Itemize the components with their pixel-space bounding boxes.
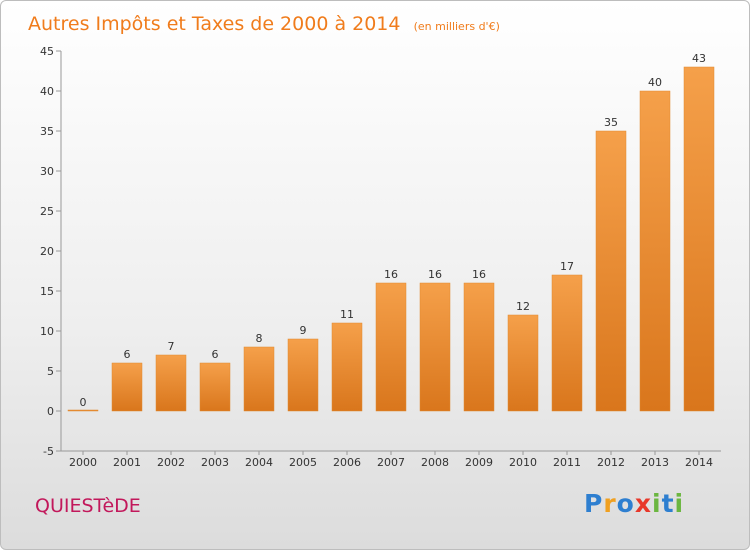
bars bbox=[67, 66, 715, 412]
data-label: 16 bbox=[384, 268, 398, 281]
bar bbox=[331, 322, 363, 412]
data-label: 8 bbox=[256, 332, 263, 345]
bar bbox=[683, 66, 715, 412]
x-tick-label: 2004 bbox=[245, 456, 273, 469]
x-tick-label: 2010 bbox=[509, 456, 537, 469]
y-tick-label: 20 bbox=[40, 245, 54, 258]
data-label: 0 bbox=[80, 396, 87, 409]
x-tick-label: 2006 bbox=[333, 456, 361, 469]
y-tick-label: 40 bbox=[40, 85, 54, 98]
bar bbox=[419, 282, 451, 412]
chart-subtitle: (en milliers d'€) bbox=[414, 20, 500, 33]
chart-title: Autres Impôts et Taxes de 2000 à 2014 bbox=[28, 13, 401, 35]
logo-letter: x bbox=[634, 489, 652, 518]
data-label: 11 bbox=[340, 308, 354, 321]
chart-title-main: Autres Impôts et Taxes de 2000 à 2014 (e… bbox=[28, 13, 500, 35]
data-label: 43 bbox=[692, 52, 706, 65]
x-tick-label: 2011 bbox=[553, 456, 581, 469]
x-tick-label: 2000 bbox=[69, 456, 97, 469]
bar bbox=[243, 346, 275, 412]
bar bbox=[507, 314, 539, 412]
data-label: 40 bbox=[648, 76, 662, 89]
y-tick-label: 15 bbox=[40, 285, 54, 298]
data-label: 6 bbox=[212, 348, 219, 361]
data-label: 17 bbox=[560, 260, 574, 273]
bar bbox=[199, 362, 231, 412]
commune-name: QUIESTèDE bbox=[35, 495, 141, 517]
data-label: 7 bbox=[168, 340, 175, 353]
y-tick-label: 35 bbox=[40, 125, 54, 138]
x-tick-label: 2009 bbox=[465, 456, 493, 469]
logo-letter: P bbox=[584, 489, 604, 518]
x-tick-label: 2013 bbox=[641, 456, 669, 469]
y-tick-label: 30 bbox=[40, 165, 54, 178]
y-tick-label: 25 bbox=[40, 205, 54, 218]
x-tick-label: 2012 bbox=[597, 456, 625, 469]
y-tick-label: -5 bbox=[43, 445, 54, 458]
y-tick-label: 45 bbox=[40, 45, 54, 58]
logo-letter: t bbox=[661, 489, 675, 518]
bar bbox=[67, 409, 99, 412]
bar bbox=[375, 282, 407, 412]
x-tick-label: 2008 bbox=[421, 456, 449, 469]
data-label: 9 bbox=[300, 324, 307, 337]
bar bbox=[551, 274, 583, 412]
x-tick-label: 2014 bbox=[685, 456, 713, 469]
axes: -5 0 5 10 15 20 25 30 35 40 45 2000 2001 2002 2003 2004… bbox=[40, 45, 721, 469]
x-tick-label: 2005 bbox=[289, 456, 317, 469]
data-label: 16 bbox=[428, 268, 442, 281]
data-label: 12 bbox=[516, 300, 530, 313]
value-labels: 0 6 7 6 8 9 11 16 16 16 12 17 35 40 43 bbox=[80, 52, 707, 409]
bar bbox=[155, 354, 187, 412]
data-label: 16 bbox=[472, 268, 486, 281]
bar bbox=[595, 130, 627, 412]
x-tick-label: 2003 bbox=[201, 456, 229, 469]
logo-letter: o bbox=[616, 489, 635, 518]
bar bbox=[639, 90, 671, 412]
logo-letter: i bbox=[652, 489, 662, 518]
logo-letter: r bbox=[603, 489, 617, 518]
x-tick-label: 2002 bbox=[157, 456, 185, 469]
logo-letter: i bbox=[674, 489, 685, 518]
bar bbox=[287, 338, 319, 412]
x-tick-label: 2007 bbox=[377, 456, 405, 469]
y-tick-label: 0 bbox=[47, 405, 54, 418]
proxiti-logo: Proxiti bbox=[584, 489, 684, 518]
y-tick-label: 5 bbox=[47, 365, 54, 378]
bar bbox=[111, 362, 143, 412]
y-tick-label: 10 bbox=[40, 325, 54, 338]
data-label: 6 bbox=[124, 348, 131, 361]
bar bbox=[463, 282, 495, 412]
data-label: 35 bbox=[604, 116, 618, 129]
x-tick-label: 2001 bbox=[113, 456, 141, 469]
